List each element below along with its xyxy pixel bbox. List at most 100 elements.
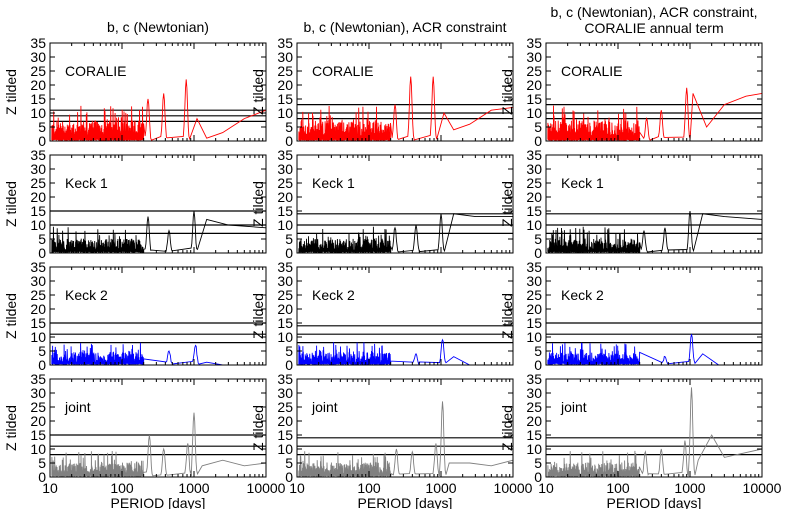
panel-label: Keck 2 bbox=[65, 287, 108, 303]
series-line bbox=[298, 338, 513, 366]
x-tick-label: 100 bbox=[357, 480, 381, 496]
column-title: b, c (Newtonian), ACR constraint bbox=[303, 19, 506, 35]
panel-label: Keck 2 bbox=[312, 287, 355, 303]
panel-label: Keck 2 bbox=[561, 287, 604, 303]
y-tick-label: 30 bbox=[526, 161, 542, 177]
y-tick-label: 15 bbox=[526, 427, 542, 443]
y-tick-label: 20 bbox=[277, 189, 293, 205]
y-tick-label: 35 bbox=[277, 259, 293, 275]
y-tick-label: 0 bbox=[285, 133, 293, 149]
y-tick-label: 35 bbox=[277, 35, 293, 51]
series-line bbox=[547, 387, 763, 478]
panel-label: CORALIE bbox=[65, 63, 126, 79]
y-tick-label: 20 bbox=[526, 301, 542, 317]
y-tick-label: 10 bbox=[526, 217, 542, 233]
plot-frame bbox=[296, 42, 514, 142]
y-tick-label: 10 bbox=[526, 105, 542, 121]
column-title: CORALIE annual term bbox=[584, 20, 723, 36]
x-tick-label: 10000 bbox=[494, 480, 533, 496]
series-line bbox=[547, 210, 763, 254]
series-line bbox=[547, 334, 762, 366]
y-tick-label: 10 bbox=[30, 441, 46, 457]
x-tick-label: 10 bbox=[42, 480, 58, 496]
y-axis-title: Z tilded bbox=[3, 405, 19, 451]
y-tick-label: 30 bbox=[526, 385, 542, 401]
series-line bbox=[51, 342, 266, 366]
y-tick-label: 30 bbox=[30, 49, 46, 65]
plot-frame bbox=[49, 378, 267, 478]
y-tick-label: 20 bbox=[30, 189, 46, 205]
y-tick-label: 35 bbox=[30, 259, 46, 275]
y-tick-label: 35 bbox=[30, 371, 46, 387]
x-tick-label: 10000 bbox=[247, 480, 286, 496]
y-tick-label: 5 bbox=[534, 231, 542, 247]
y-tick-label: 20 bbox=[30, 301, 46, 317]
plot-frame bbox=[296, 154, 514, 254]
y-tick-label: 25 bbox=[277, 63, 293, 79]
y-tick-label: 35 bbox=[277, 371, 293, 387]
y-tick-label: 35 bbox=[30, 147, 46, 163]
y-tick-label: 10 bbox=[30, 105, 46, 121]
series-line bbox=[298, 401, 514, 478]
x-tick-label: 1000 bbox=[178, 480, 209, 496]
y-tick-label: 30 bbox=[526, 49, 542, 65]
y-tick-label: 0 bbox=[38, 133, 46, 149]
y-tick-label: 15 bbox=[30, 427, 46, 443]
panel-label: joint bbox=[64, 399, 91, 415]
y-tick-label: 25 bbox=[277, 175, 293, 191]
y-tick-label: 5 bbox=[38, 455, 46, 471]
y-axis-title: Z tilded bbox=[3, 181, 19, 227]
y-tick-label: 5 bbox=[534, 455, 542, 471]
y-axis-title: Z tilded bbox=[250, 181, 266, 227]
plot-frame bbox=[49, 42, 267, 142]
y-tick-label: 30 bbox=[30, 385, 46, 401]
y-tick-label: 0 bbox=[285, 357, 293, 373]
y-tick-label: 35 bbox=[277, 147, 293, 163]
y-tick-label: 15 bbox=[277, 315, 293, 331]
y-tick-label: 35 bbox=[526, 259, 542, 275]
y-axis-title: Z tilded bbox=[250, 69, 266, 115]
plot-frame bbox=[296, 378, 514, 478]
y-tick-label: 35 bbox=[526, 35, 542, 51]
y-tick-label: 25 bbox=[526, 63, 542, 79]
x-axis-title: PERIOD [days] bbox=[358, 495, 453, 509]
y-tick-label: 20 bbox=[277, 301, 293, 317]
x-tick-label: 1000 bbox=[425, 480, 456, 496]
y-tick-label: 5 bbox=[38, 231, 46, 247]
plot-frame bbox=[545, 378, 763, 478]
y-tick-label: 5 bbox=[285, 231, 293, 247]
y-tick-label: 10 bbox=[277, 329, 293, 345]
y-tick-label: 30 bbox=[526, 273, 542, 289]
x-tick-label: 10000 bbox=[743, 480, 782, 496]
y-tick-label: 30 bbox=[30, 273, 46, 289]
y-tick-label: 20 bbox=[526, 189, 542, 205]
y-tick-label: 30 bbox=[277, 273, 293, 289]
series-line bbox=[298, 213, 513, 254]
y-tick-label: 0 bbox=[285, 245, 293, 261]
panel-label: Keck 1 bbox=[312, 175, 355, 191]
y-tick-label: 5 bbox=[534, 343, 542, 359]
y-tick-label: 0 bbox=[38, 357, 46, 373]
y-tick-label: 15 bbox=[526, 203, 542, 219]
panel-label: joint bbox=[560, 399, 587, 415]
y-tick-label: 10 bbox=[526, 441, 542, 457]
plot-frame bbox=[49, 266, 267, 366]
y-tick-label: 0 bbox=[38, 469, 46, 485]
y-tick-label: 15 bbox=[277, 91, 293, 107]
y-tick-label: 25 bbox=[526, 287, 542, 303]
y-tick-label: 15 bbox=[526, 315, 542, 331]
y-tick-label: 15 bbox=[30, 203, 46, 219]
y-tick-label: 20 bbox=[277, 413, 293, 429]
